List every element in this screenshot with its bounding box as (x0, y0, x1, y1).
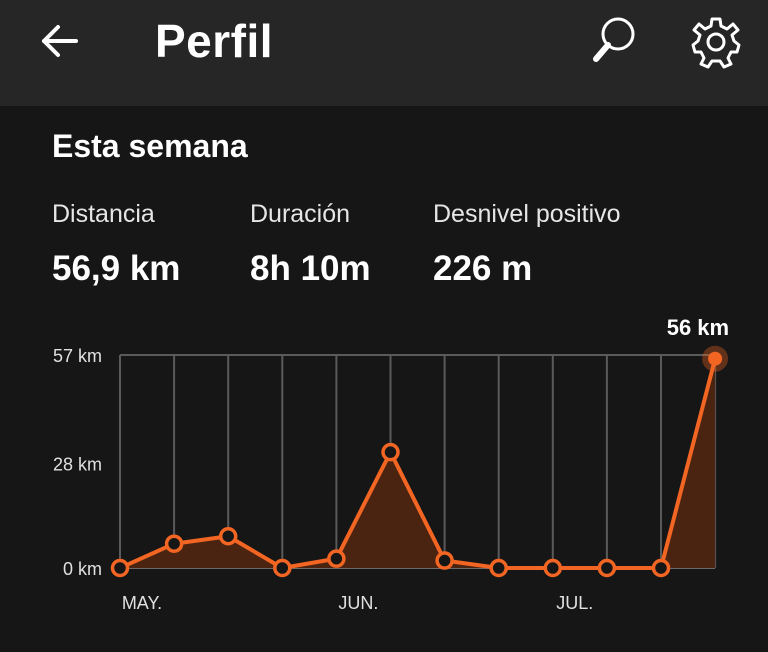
settings-button[interactable] (688, 14, 744, 70)
data-point-highlight (708, 351, 723, 366)
stat-value: 8h 10m (250, 249, 371, 288)
y-tick-label: 0 km (63, 559, 102, 579)
x-tick-label: MAY. (122, 593, 162, 613)
page-title: Perfil (155, 15, 274, 67)
data-point (543, 558, 563, 578)
data-point (381, 442, 400, 462)
search-button[interactable] (590, 14, 638, 66)
data-point (164, 534, 184, 553)
stat-label: Duración (250, 200, 351, 228)
data-point (218, 526, 238, 546)
stat-distance: Distancia 56,9 km (52, 198, 180, 290)
stat-label: Desnivel positivo (433, 200, 621, 228)
stat-duration: Duración 8h 10m (250, 198, 371, 290)
data-point (435, 551, 454, 570)
series-area (120, 358, 716, 568)
stat-elevation-gain: Desnivel positivo 226 m (433, 198, 621, 290)
weekly-distance-chart: 57 km 28 km 0 km MAY. JUN. JUL. 56 km (53, 315, 729, 613)
data-point (273, 558, 292, 578)
data-point (597, 558, 617, 578)
data-point (327, 549, 346, 568)
y-tick-label: 57 km (53, 346, 102, 366)
section-title: Esta semana (52, 128, 248, 164)
search-icon (593, 17, 635, 62)
stat-value: 56,9 km (52, 249, 181, 288)
stat-label: Distancia (52, 200, 155, 228)
peak-value-label: 56 km (667, 315, 729, 340)
gear-icon (691, 17, 741, 69)
data-point (489, 558, 508, 578)
data-point (651, 558, 671, 578)
back-button[interactable] (36, 20, 84, 62)
arrow-left-icon (42, 25, 78, 57)
data-point (110, 558, 130, 578)
stat-value: 226 m (433, 249, 533, 288)
x-tick-label: JUL. (556, 593, 593, 613)
y-tick-label: 28 km (53, 454, 102, 474)
x-tick-label: JUN. (338, 593, 378, 613)
top-app-bar: Perfil (0, 0, 768, 106)
